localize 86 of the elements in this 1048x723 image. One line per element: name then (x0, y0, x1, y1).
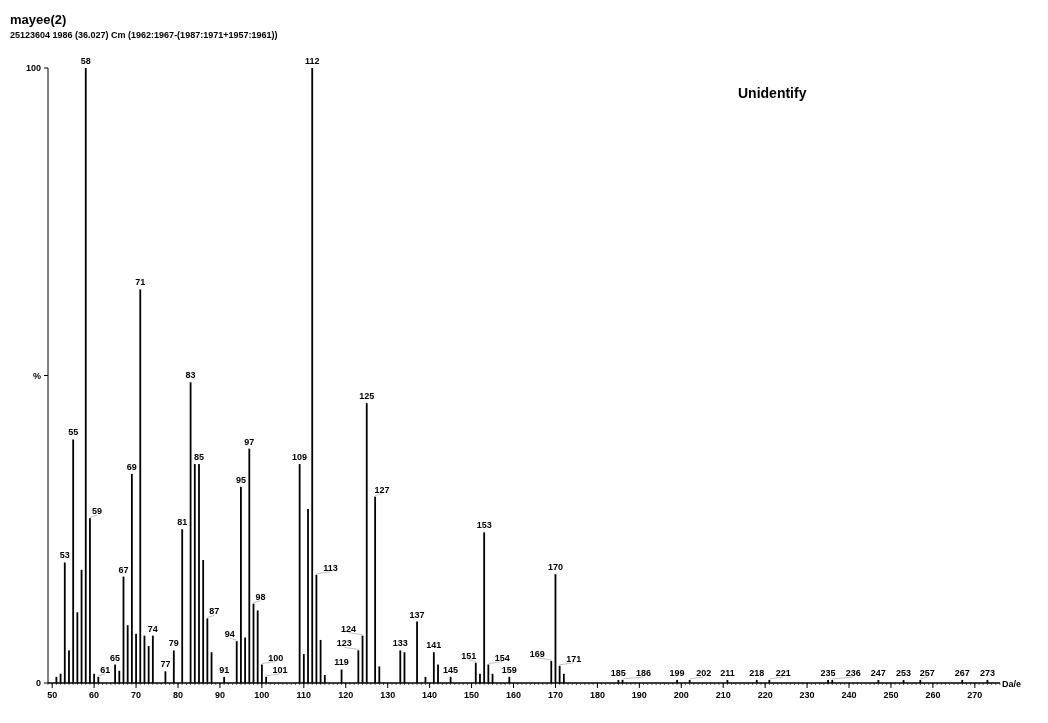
x-tick-label: 230 (799, 690, 815, 700)
annotation: 79 (168, 638, 179, 649)
x-tick-label: 60 (89, 690, 100, 700)
annotation: 125 (359, 391, 375, 402)
y-tick-label: 100 (25, 63, 41, 73)
x-tick-label: 190 (631, 690, 647, 700)
annotation: 124 (341, 623, 357, 634)
annotation: 273 (979, 667, 995, 678)
annotation: 151 (461, 650, 477, 661)
annotation: 141 (426, 640, 442, 651)
annotation: 127 (374, 484, 390, 495)
annotation: 199 (669, 667, 685, 678)
y-tick-label: % (32, 370, 41, 381)
x-tick-label: 180 (589, 690, 605, 700)
x-tick-label: 100 (254, 690, 270, 700)
x-tick-label: 260 (925, 690, 941, 700)
annotation: 53 (59, 550, 70, 561)
annotation: 113 (323, 562, 338, 573)
x-tick-label: 120 (338, 690, 354, 700)
annotation: 253 (896, 667, 912, 678)
annotation: 97 (244, 436, 255, 447)
y-tick-label: 0 (35, 678, 41, 688)
annotation: 257 (919, 667, 935, 678)
annotation: 87 (209, 606, 220, 617)
annotation: 159 (501, 664, 517, 675)
annotation: 169 (529, 648, 545, 659)
x-tick-label: 140 (422, 690, 438, 700)
annotation: 235 (820, 667, 836, 678)
annotation: 67 (118, 564, 129, 575)
x-tick-label: 240 (841, 690, 857, 700)
annotation: 98 (255, 591, 266, 602)
annotation: 95 (235, 474, 246, 485)
annotation: Unidentify (738, 85, 807, 101)
x-tick-label: 210 (715, 690, 731, 700)
annotation: 109 (292, 452, 308, 463)
annotation: 236 (845, 667, 861, 678)
annotation: 61 (100, 664, 111, 675)
x-tick-label: 250 (883, 690, 899, 700)
x-tick-label: 160 (506, 690, 522, 700)
annotation: 218 (749, 667, 765, 678)
x-tick-label: 200 (673, 690, 689, 700)
x-tick-label: 70 (131, 690, 142, 700)
annotation: 154 (494, 652, 510, 663)
annotation: 211 (720, 667, 735, 678)
x-tick-label: 50 (47, 690, 58, 700)
annotation: 71 (135, 277, 146, 288)
annotation: 55 (68, 427, 79, 438)
annotation: 74 (147, 623, 158, 634)
annotation: 65 (110, 652, 121, 663)
annotation: 153 (476, 520, 492, 531)
annotation: 58 (80, 56, 91, 66)
annotation: 85 (193, 452, 204, 463)
x-tick-label: 270 (967, 690, 983, 700)
annotation: 133 (392, 638, 408, 649)
annotation: 221 (775, 667, 791, 678)
annotation: 69 (126, 461, 137, 472)
annotation: 171 (566, 653, 582, 664)
annotation: 100 (268, 652, 284, 663)
annotation: 83 (185, 370, 196, 381)
annotation: 247 (870, 667, 886, 678)
annotation: 170 (547, 562, 563, 573)
chart-title: mayee(2) (10, 12, 67, 27)
chart-subtitle: 25123604 1986 (36.027) Cm (1962:1967-(1987:1971+1957:1961)) (10, 30, 278, 40)
annotation: 145 (443, 664, 459, 675)
annotation: 202 (696, 667, 712, 678)
annotation: 185 (610, 667, 626, 678)
annotation: 91 (219, 664, 230, 675)
x-tick-label: 110 (296, 690, 312, 700)
annotation: 137 (409, 609, 425, 620)
annotation: 112 (304, 56, 320, 66)
annotation: 94 (224, 629, 235, 640)
x-axis-title: Da/e (1002, 679, 1022, 689)
x-tick-label: 150 (464, 690, 480, 700)
annotation: 101 (272, 664, 288, 675)
x-tick-label: 130 (380, 690, 396, 700)
annotation: 123 (336, 638, 352, 649)
annotation: 267 (954, 667, 970, 678)
x-tick-label: 170 (547, 690, 563, 700)
annotation: 119 (334, 657, 349, 668)
x-tick-label: 220 (757, 690, 773, 700)
annotation: 59 (91, 506, 102, 517)
x-tick-label: 80 (173, 690, 184, 700)
annotation: 186 (636, 667, 652, 678)
x-tick-label: 90 (214, 690, 225, 700)
annotation: 77 (160, 659, 171, 670)
annotation: 81 (177, 517, 188, 528)
